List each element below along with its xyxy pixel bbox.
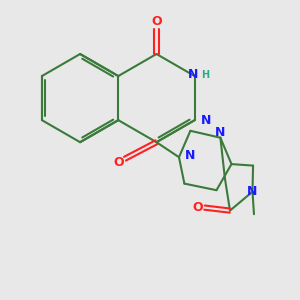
Text: H: H [201,70,209,80]
Text: O: O [151,15,162,28]
Text: O: O [113,156,124,169]
Text: N: N [188,68,198,81]
Text: N: N [201,114,212,127]
Text: N: N [247,185,258,198]
Text: O: O [193,201,203,214]
Text: N: N [215,126,226,139]
Text: N: N [184,149,195,162]
